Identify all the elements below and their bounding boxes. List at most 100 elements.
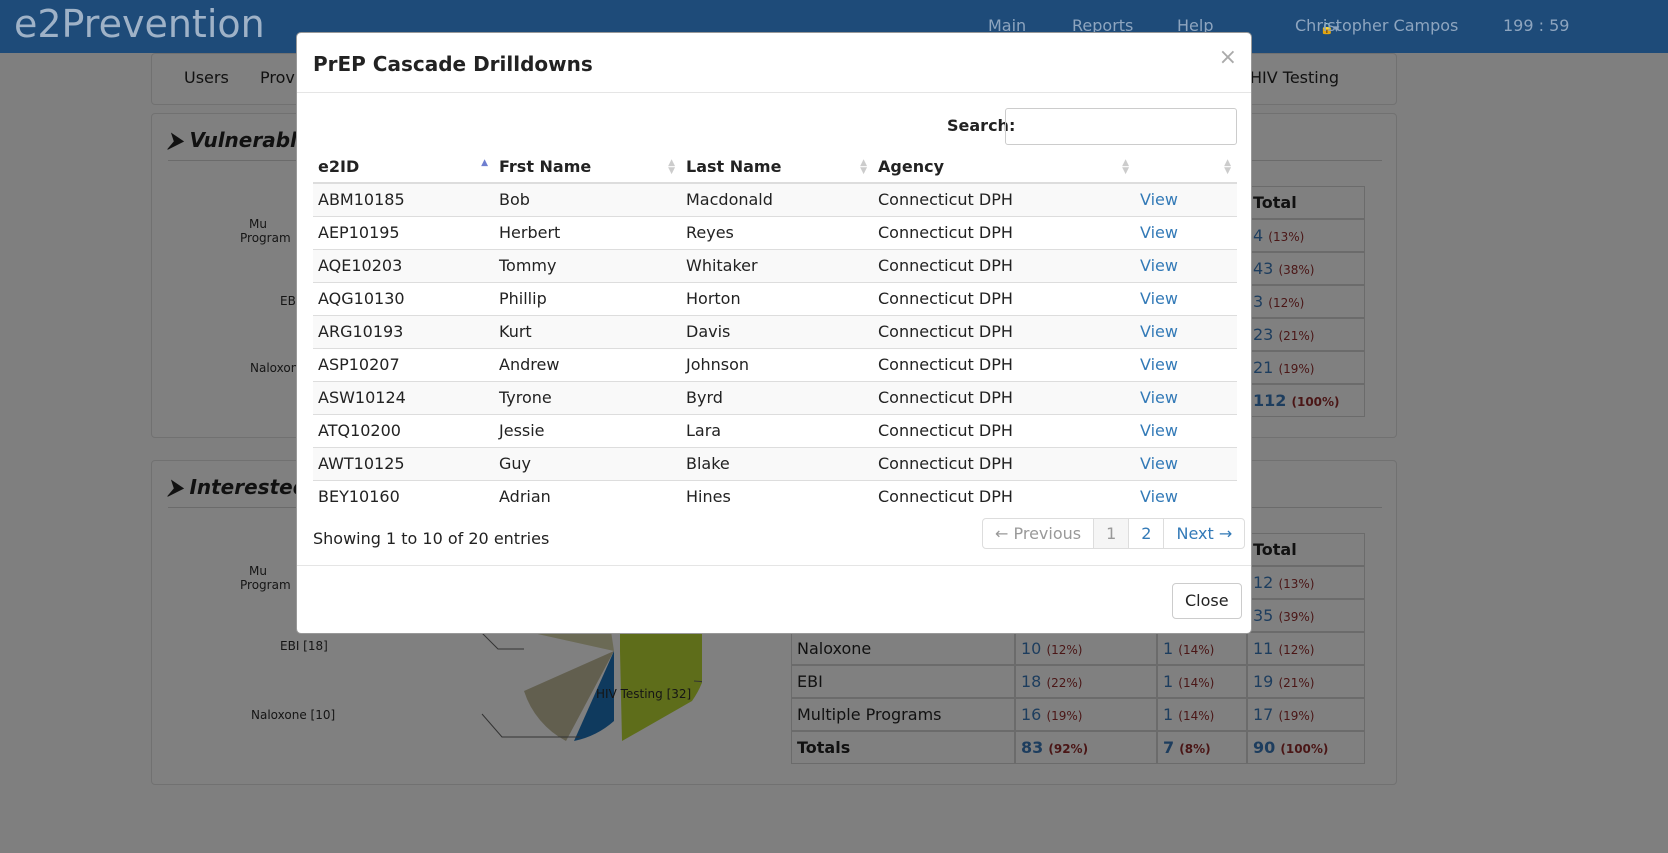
user-menu[interactable]: Christopher Campos bbox=[1295, 16, 1459, 35]
number: 7 bbox=[1163, 738, 1175, 757]
table-cell: Reyes bbox=[681, 215, 873, 249]
percent: (13%) bbox=[1268, 230, 1305, 244]
cell: 1 (14%) bbox=[1157, 665, 1247, 698]
cell: 19 (21%) bbox=[1247, 665, 1365, 698]
chart-label: EBI [18] bbox=[280, 639, 328, 653]
brand[interactable]: e2Prevention bbox=[14, 2, 265, 46]
percent: (19%) bbox=[1278, 709, 1315, 723]
table-cell: Bob bbox=[494, 182, 681, 216]
table-cell: Kurt bbox=[494, 314, 681, 348]
table-row: ABM10185 Bob Macdonald Connecticut DPH View bbox=[313, 182, 1237, 216]
view-link[interactable]: View bbox=[1135, 281, 1237, 315]
table-row: ARG10193 Kurt Davis Connecticut DPH View bbox=[313, 314, 1237, 348]
view-link[interactable]: View bbox=[1135, 479, 1237, 513]
number: 21 bbox=[1253, 358, 1274, 377]
page-button[interactable]: 2 bbox=[1128, 518, 1165, 549]
sort-icon[interactable]: ▲ bbox=[481, 158, 488, 168]
view-link[interactable]: View bbox=[1135, 182, 1237, 216]
cell: 7 (8%) bbox=[1157, 731, 1247, 764]
percent: (21%) bbox=[1278, 676, 1315, 690]
cell: 23 (21%) bbox=[1247, 318, 1365, 351]
table-cell: ATQ10200 bbox=[313, 413, 494, 447]
percent: (39%) bbox=[1278, 610, 1315, 624]
tab[interactable]: HIV Testing bbox=[1250, 68, 1340, 87]
close-x[interactable]: × bbox=[1218, 45, 1237, 70]
view-link[interactable]: View bbox=[1135, 446, 1237, 480]
page-button: ← Previous bbox=[982, 518, 1095, 549]
table-cell: Andrew bbox=[494, 347, 681, 381]
table-cell: Phillip bbox=[494, 281, 681, 315]
sort-icon[interactable]: ▲ ▼ bbox=[1122, 158, 1129, 176]
number: 18 bbox=[1021, 672, 1042, 691]
number: 83 bbox=[1021, 738, 1044, 757]
number: 35 bbox=[1253, 606, 1274, 625]
cell: 43 (38%) bbox=[1247, 252, 1365, 285]
tab[interactable]: Provi bbox=[260, 68, 300, 87]
page-button[interactable]: Next → bbox=[1163, 518, 1246, 549]
table-cell: Jessie bbox=[494, 413, 681, 447]
view-link[interactable]: View bbox=[1135, 215, 1237, 249]
number: 10 bbox=[1021, 639, 1042, 658]
table-header: Total bbox=[1247, 186, 1365, 219]
row-label: Multiple Programs bbox=[791, 698, 1015, 731]
number: 17 bbox=[1253, 705, 1274, 724]
nav-reports[interactable]: Reports bbox=[1072, 16, 1134, 35]
view-link[interactable]: View bbox=[1135, 380, 1237, 414]
table: e2ID ▲ Frst Name ▲ ▼ Last Name ▲ ▼ Agency ▲ ▼ ▲ ▼ ABM… bbox=[313, 151, 1237, 513]
table-cell: Connecticut DPH bbox=[873, 446, 1135, 480]
table-cell: Adrian bbox=[494, 479, 681, 513]
view-link[interactable]: View bbox=[1135, 347, 1237, 381]
table-cell: AEP10195 bbox=[313, 215, 494, 249]
chart-label: HIV Testing [32] bbox=[596, 687, 692, 701]
view-link[interactable]: View bbox=[1135, 413, 1237, 447]
table-cell: Horton bbox=[681, 281, 873, 315]
table-cell: Tommy bbox=[494, 248, 681, 282]
search-label: Search: bbox=[947, 116, 1016, 135]
view-link[interactable]: View bbox=[1135, 314, 1237, 348]
table-cell: Blake bbox=[681, 446, 873, 480]
number: 1 bbox=[1163, 705, 1174, 724]
cell: 16 (19%) bbox=[1015, 698, 1157, 731]
nav-main[interactable]: Main bbox=[988, 16, 1027, 35]
column-header[interactable]: Frst Name ▲ ▼ bbox=[494, 151, 681, 184]
table-cell: Whitaker bbox=[681, 248, 873, 282]
side-label: EBI bbox=[280, 294, 300, 308]
cell: 112 (100%) bbox=[1247, 384, 1365, 417]
view-link[interactable]: View bbox=[1135, 248, 1237, 282]
nav-help[interactable]: Help bbox=[1177, 16, 1214, 35]
percent: (92%) bbox=[1048, 742, 1089, 756]
number: 3 bbox=[1253, 292, 1264, 311]
side-label: Program bbox=[240, 231, 291, 245]
cell: 4 (13%) bbox=[1247, 219, 1365, 252]
table-cell: Connecticut DPH bbox=[873, 314, 1135, 348]
cell: 1 (14%) bbox=[1157, 632, 1247, 665]
column-header[interactable]: ▲ ▼ bbox=[1135, 151, 1237, 184]
table-cell: AQE10203 bbox=[313, 248, 494, 282]
table-row: AEP10195 Herbert Reyes Connecticut DPH View bbox=[313, 215, 1237, 249]
number: 11 bbox=[1253, 639, 1274, 658]
number: 12 bbox=[1253, 573, 1274, 592]
sort-icon[interactable]: ▲ ▼ bbox=[1224, 158, 1231, 176]
cell: 12 (13%) bbox=[1247, 566, 1365, 599]
number: 4 bbox=[1253, 226, 1264, 245]
lock-menu[interactable]: 🔒▾ bbox=[1320, 22, 1340, 35]
timer: 199 : 59 bbox=[1503, 16, 1570, 35]
close-button[interactable]: Close bbox=[1172, 583, 1242, 619]
percent: (14%) bbox=[1178, 676, 1215, 690]
table-cell: Byrd bbox=[681, 380, 873, 414]
sort-icon[interactable]: ▲ ▼ bbox=[668, 158, 675, 176]
percent: (12%) bbox=[1268, 296, 1305, 310]
table-row: BEY10160 Adrian Hines Connecticut DPH View bbox=[313, 479, 1237, 513]
percent: (22%) bbox=[1046, 676, 1083, 690]
table-cell: Davis bbox=[681, 314, 873, 348]
tab[interactable]: Users bbox=[184, 68, 229, 87]
sort-icon[interactable]: ▲ ▼ bbox=[860, 158, 867, 176]
search-input[interactable] bbox=[1005, 108, 1237, 145]
percent: (38%) bbox=[1278, 263, 1315, 277]
column-header[interactable]: Last Name ▲ ▼ bbox=[681, 151, 873, 184]
table-cell: Connecticut DPH bbox=[873, 413, 1135, 447]
column-header[interactable]: e2ID ▲ bbox=[313, 151, 494, 184]
column-header[interactable]: Agency ▲ ▼ bbox=[873, 151, 1135, 184]
table-cell: ASW10124 bbox=[313, 380, 494, 414]
